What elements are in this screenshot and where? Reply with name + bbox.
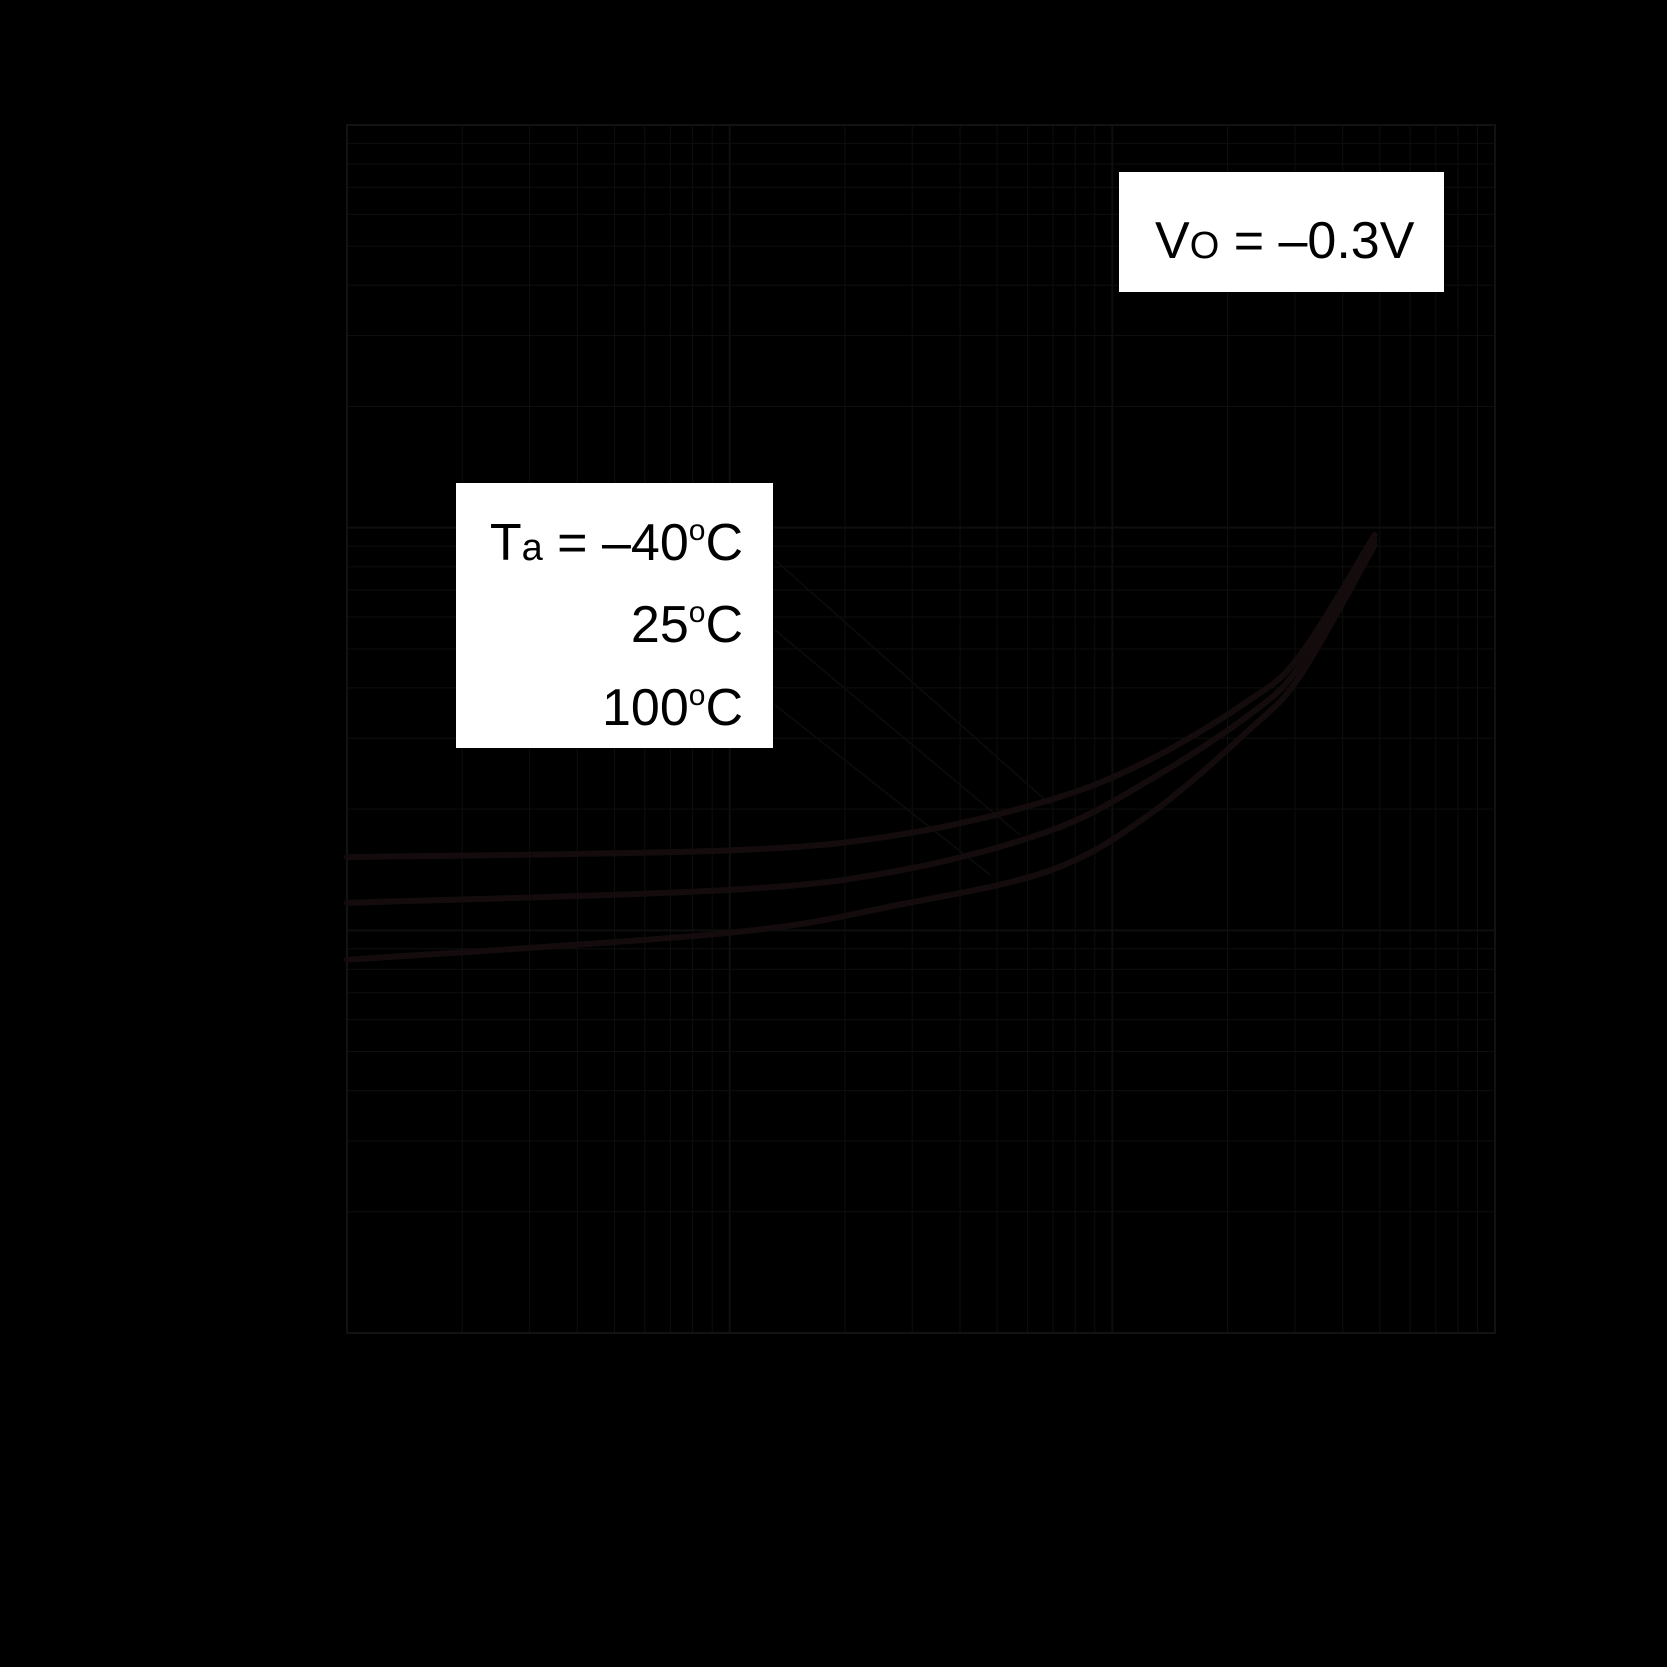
- leader-line: [774, 559, 1052, 806]
- y-tick-label: –10: [245, 505, 318, 554]
- curve-series-0: [344, 531, 1378, 861]
- x-tick-label: –100µ: [285, 1369, 408, 1418]
- x-tick-label: –1m: [687, 1369, 773, 1418]
- legend-temp-25: 25oC: [631, 596, 743, 654]
- condition-main: V: [1155, 212, 1190, 270]
- svg-text:VO = –0.3V: VO = –0.3V: [1155, 212, 1415, 270]
- temperature-legend: Ta = –40oC 25oC 100oC: [456, 483, 773, 748]
- x-tick-label: –2m: [802, 1369, 888, 1418]
- y-tick-label: –2: [269, 786, 318, 835]
- x-tick-label: –500µ: [553, 1369, 676, 1418]
- leader-line: [774, 629, 1022, 837]
- condition-sub: O: [1190, 225, 1220, 267]
- condition-box: [1119, 172, 1444, 292]
- curve-series-1: [344, 537, 1378, 906]
- x-tick-label: –20m: [1172, 1369, 1282, 1418]
- x-tick-label: –10m: [1057, 1369, 1167, 1418]
- y-tick-label: –20: [245, 383, 318, 432]
- y-tick-labels: –100 –50 –20 –10 –5 –2 –1 –500m –200m –100m: [183, 102, 318, 1359]
- y-tick-label: –500m: [183, 1029, 318, 1078]
- leader-line: [774, 704, 992, 876]
- x-tick-label: –100m: [1428, 1369, 1563, 1418]
- x-tick-label: –50m: [1325, 1369, 1435, 1418]
- y-tick-label: –50: [245, 223, 318, 272]
- condition-annotation: VO = –0.3V: [1119, 172, 1444, 292]
- curve-series-2: [344, 541, 1378, 963]
- x-tick-label: –5m: [954, 1369, 1040, 1418]
- x-tick-labels: –100µ–200µ –500µ –1m –2m –5m –10m –20m –50m–100…: [285, 1369, 1562, 1418]
- legend-box: [456, 483, 773, 748]
- y-tick-label: –1: [269, 907, 318, 956]
- x-tick-label: –200µ: [401, 1369, 524, 1418]
- condition-rest: = –0.3V: [1219, 212, 1414, 270]
- curves: [344, 531, 1378, 963]
- plot-frame: [346, 124, 1496, 1334]
- y-tick-label: –200m: [183, 1189, 318, 1238]
- y-tick-label: –100: [220, 102, 318, 151]
- leader-lines: [774, 559, 1052, 876]
- y-tick-label: –5: [269, 626, 318, 675]
- legend-temp-100: 100oC: [602, 679, 743, 737]
- legend-temp-minus40: Ta = –40oC: [490, 514, 743, 572]
- y-tick-label: –100m: [183, 1310, 318, 1359]
